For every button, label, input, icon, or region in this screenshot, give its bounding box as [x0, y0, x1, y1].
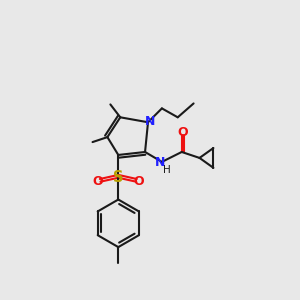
- Text: N: N: [155, 156, 165, 170]
- Text: O: O: [92, 175, 103, 188]
- Text: O: O: [177, 126, 188, 139]
- Text: S: S: [113, 170, 124, 185]
- Text: N: N: [145, 115, 155, 128]
- Text: O: O: [134, 175, 144, 188]
- Text: H: H: [163, 165, 171, 175]
